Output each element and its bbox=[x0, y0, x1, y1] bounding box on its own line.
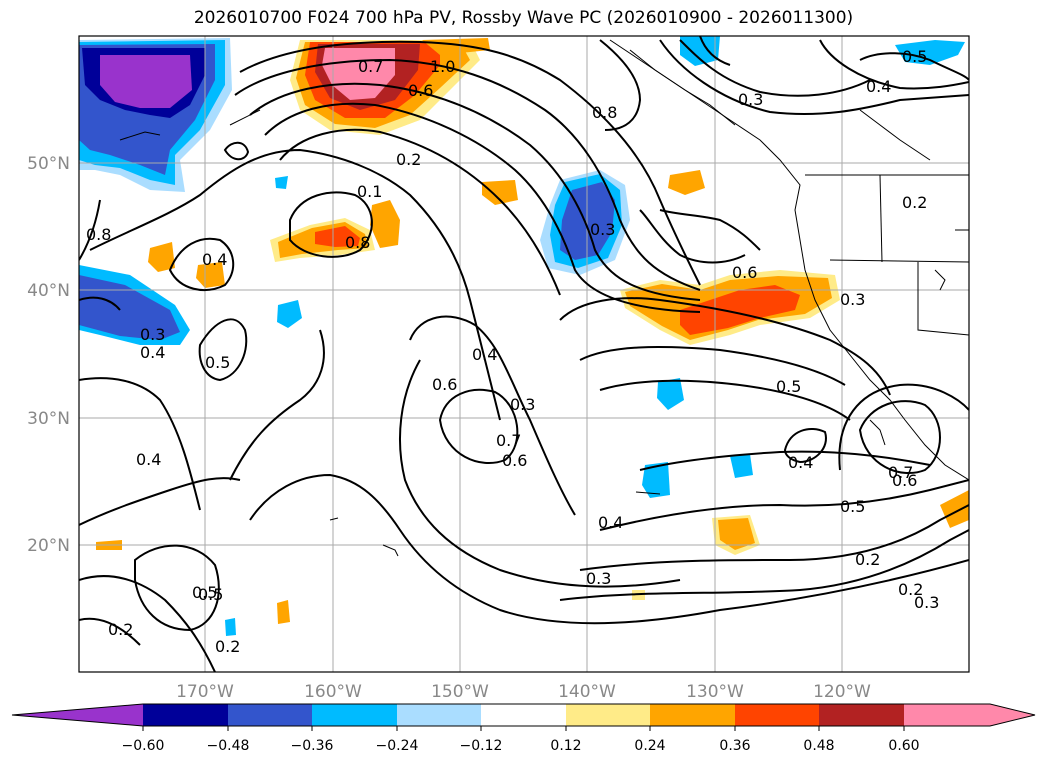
negative-anomalies bbox=[79, 36, 965, 636]
contour-label: 0.4 bbox=[472, 345, 497, 364]
map-plot-area: 1.0 0.7 0.6 0.2 0.1 0.8 0.8 0.4 0.8 0.3 … bbox=[79, 36, 969, 672]
contour-label: 0.4 bbox=[136, 450, 161, 469]
contour-label: 0.4 bbox=[788, 453, 813, 472]
colorbar-tick-label: −0.12 bbox=[460, 738, 503, 754]
colorbar-tick-label: 0.48 bbox=[803, 738, 834, 754]
colorbar-swatch bbox=[819, 704, 904, 726]
colorbar-swatch bbox=[397, 704, 481, 726]
contour-label: 0.3 bbox=[590, 220, 615, 239]
contour-label: 0.5 bbox=[902, 47, 927, 66]
lon-label-150w: 150°W bbox=[431, 682, 489, 702]
map-frame bbox=[78, 35, 970, 673]
lon-label-140w: 140°W bbox=[558, 682, 616, 702]
colorbar-extend-min bbox=[12, 704, 143, 726]
colorbar-swatch bbox=[228, 704, 312, 726]
contour-label: 0.6 bbox=[432, 375, 457, 394]
contour-label: 0.3 bbox=[510, 395, 535, 414]
contour-label: 0.5 bbox=[840, 497, 865, 516]
contour-label: 0.4 bbox=[202, 250, 227, 269]
contour-label: 0.7 bbox=[888, 463, 913, 482]
contour-label: 0.5 bbox=[776, 377, 801, 396]
contour-label: 0.2 bbox=[108, 620, 133, 639]
contour-label: 0.6 bbox=[892, 471, 917, 490]
latitude-labels: 50°N 40°N 30°N 20°N bbox=[27, 154, 70, 556]
lon-label-130w: 130°W bbox=[686, 682, 744, 702]
contour-label: 0.4 bbox=[866, 77, 891, 96]
map-title: 2026010700 F024 700 hPa PV, Rossby Wave … bbox=[193, 8, 854, 28]
contour-label: 0.8 bbox=[86, 225, 111, 244]
colorbar: −0.60 −0.48 −0.36 −0.24 −0.12 0.12 0.24 … bbox=[11, 703, 1036, 754]
colorbar-tick-label: −0.48 bbox=[207, 738, 250, 754]
lat-label-50n: 50°N bbox=[27, 154, 70, 174]
contour-label: 0.6 bbox=[502, 451, 527, 470]
contour-label: 0.4 bbox=[140, 343, 165, 362]
lon-label-170w: 170°W bbox=[176, 682, 234, 702]
lat-label-20n: 20°N bbox=[27, 536, 70, 556]
colorbar-tick-label: −0.24 bbox=[376, 738, 419, 754]
contour-label: 0.7 bbox=[496, 431, 521, 450]
contour-labels: 1.0 0.7 0.6 0.2 0.1 0.8 0.8 0.4 0.8 0.3 … bbox=[86, 47, 939, 656]
graticule bbox=[79, 36, 969, 672]
contour-label: 0.3 bbox=[914, 593, 939, 612]
lat-label-40n: 40°N bbox=[27, 281, 70, 301]
colorbar-tick-label: 0.12 bbox=[550, 738, 581, 754]
contour-label: 0.2 bbox=[902, 193, 927, 212]
colorbar-tick-label: 0.24 bbox=[634, 738, 665, 754]
colorbar-tick-label: 0.36 bbox=[719, 738, 750, 754]
longitude-labels: 170°W 160°W 150°W 140°W 130°W 120°W bbox=[176, 682, 871, 702]
colorbar-swatch bbox=[650, 704, 735, 726]
contour-label: 0.3 bbox=[840, 290, 865, 309]
pv-contours bbox=[79, 36, 969, 672]
contour-label: 0.5 bbox=[192, 583, 217, 602]
contour-label: 0.8 bbox=[592, 103, 617, 122]
colorbar-tick-label: −0.36 bbox=[291, 738, 334, 754]
coastlines bbox=[119, 39, 969, 557]
lat-label-30n: 30°N bbox=[27, 409, 70, 429]
contour-label: 0.4 bbox=[598, 513, 623, 532]
colorbar-tick-label: 0.60 bbox=[888, 738, 919, 754]
lon-label-120w: 120°W bbox=[813, 682, 871, 702]
contour-label: 0.2 bbox=[396, 150, 421, 169]
colorbar-swatch bbox=[735, 704, 819, 726]
contour-label: 0.5 bbox=[205, 353, 230, 372]
colorbar-extend-max bbox=[904, 704, 1035, 726]
colorbar-tick-label: −0.60 bbox=[122, 738, 165, 754]
contour-label: 0.5 bbox=[198, 585, 223, 604]
contour-label: 0.2 bbox=[215, 637, 240, 656]
contour-label: 0.2 bbox=[855, 550, 880, 569]
contour-label: 0.3 bbox=[140, 325, 165, 344]
colorbar-swatch bbox=[312, 704, 397, 726]
contour-label: 0.8 bbox=[345, 233, 370, 252]
colorbar-swatch bbox=[566, 704, 650, 726]
colorbar-swatch bbox=[481, 704, 566, 726]
contour-label: 1.0 bbox=[430, 57, 455, 76]
contour-label: 0.6 bbox=[732, 263, 757, 282]
contour-label: 0.7 bbox=[358, 57, 383, 76]
colorbar-swatch bbox=[143, 704, 228, 726]
contour-label: 0.3 bbox=[738, 90, 763, 109]
contour-label: 0.1 bbox=[357, 182, 382, 201]
contour-label: 0.6 bbox=[408, 81, 433, 100]
contour-label: 0.2 bbox=[898, 580, 923, 599]
lon-label-160w: 160°W bbox=[304, 682, 362, 702]
contour-label: 0.3 bbox=[586, 569, 611, 588]
